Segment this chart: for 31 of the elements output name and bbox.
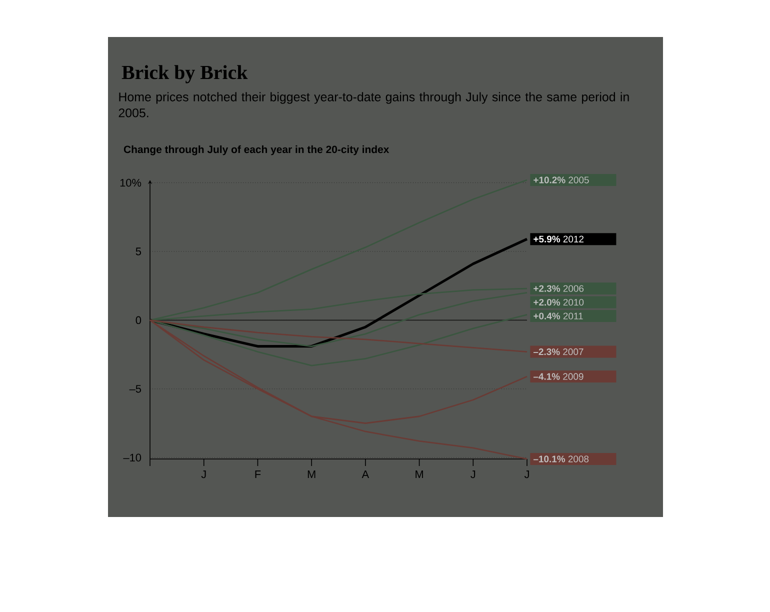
data-label: –2.3% [533, 348, 560, 356]
text: 2007 [563, 348, 584, 356]
data-label: –4.1% [533, 373, 560, 380]
x-tick-label: F [255, 470, 261, 478]
y-tick-label: 5 [136, 248, 142, 256]
text: 2010 [563, 298, 584, 306]
text: 2008 [568, 456, 589, 462]
data-label: +2.0% [534, 298, 560, 306]
chart-title: Brick by Brick [122, 65, 248, 84]
x-tick-label: J [470, 470, 476, 478]
y-tick-label: 10% [120, 178, 142, 187]
y-axis-title: Change through July of each year in the 20-city index [124, 145, 390, 156]
y-tick-label: –5 [129, 385, 142, 393]
data-label: +10.2% [534, 176, 566, 184]
chart-subtitle: Home prices notched their biggest year-to-date gains through July since the same period in 2005. [118, 92, 629, 118]
text: 2006 [563, 285, 584, 292]
y-tick-label: –10 [123, 454, 142, 462]
text: 2009 [563, 373, 584, 380]
text: 2012 [563, 236, 584, 242]
x-tick-label: J [524, 470, 529, 478]
data-label: +0.4% [534, 312, 560, 320]
data-label: +2.3% [534, 285, 560, 292]
x-tick-label: A [362, 470, 370, 478]
y-tick-label: 0 [136, 316, 142, 324]
x-tick-label: M [416, 470, 423, 478]
data-label: –10.1% [533, 456, 566, 462]
text: 2011 [563, 312, 583, 320]
x-tick-label: J [201, 470, 206, 478]
x-tick-label: M [308, 470, 316, 478]
data-label: +5.9% [534, 236, 560, 242]
text: 2005 [568, 176, 589, 184]
